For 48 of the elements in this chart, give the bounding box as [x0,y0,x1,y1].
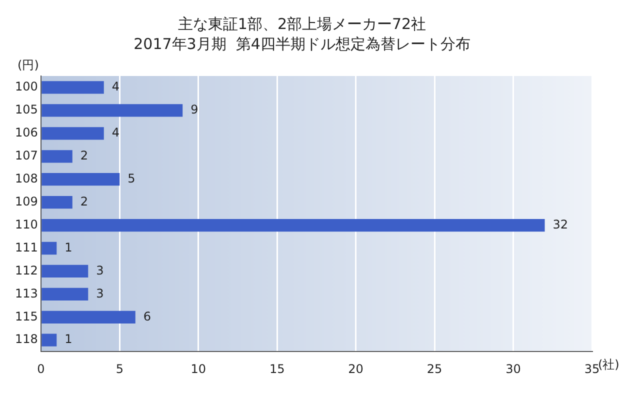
data-label: 9 [190,102,198,117]
data-label: 4 [112,80,120,94]
y-axis-title: (円) [18,58,39,72]
y-tick-label: 106 [15,126,38,140]
bar [42,150,72,163]
bar [42,310,136,324]
x-tick-label: 5 [116,362,124,376]
y-tick-label: 118 [15,332,38,346]
y-tick-label: 105 [15,102,38,117]
bar [42,173,120,186]
chart-subtitle: 2017年3月期 第4四半期ドル想定為替レート分布 [134,34,470,53]
bar [42,218,545,232]
x-tick-label: 15 [269,362,285,376]
bar [42,81,104,94]
y-tick-label: 109 [15,194,38,208]
y-tick-label: 113 [15,286,38,300]
data-label: 32 [552,217,568,232]
x-tick-label: 20 [348,362,364,376]
data-label: 1 [64,240,72,254]
y-tick-label: 110 [15,217,38,232]
bar [42,264,88,278]
y-tick-label: 112 [15,263,38,278]
x-tick-label: 30 [506,362,521,376]
bar [42,242,57,255]
data-label: 2 [80,194,88,208]
y-tick-label: 108 [15,171,38,186]
bar [42,127,104,140]
y-tick-label: 115 [15,309,38,324]
chart-title: 主な東証1部、2部上場メーカー72社 [178,14,426,33]
data-label: 1 [64,332,72,346]
y-tick-label: 100 [15,80,38,94]
bar [42,104,183,117]
data-label: 3 [96,263,104,278]
x-tick-label: 35 [584,362,600,376]
data-label: 5 [128,171,136,186]
x-tick-label: 25 [426,362,442,376]
data-label: 6 [143,309,152,324]
x-tick-label: 10 [190,362,206,376]
bar [42,288,88,300]
data-label: 4 [112,126,120,140]
x-axis-title: (社) [598,358,620,372]
data-label: 3 [96,286,104,300]
bar [42,196,72,209]
data-label: 2 [80,148,88,163]
y-tick-label: 107 [15,148,38,163]
y-tick-label: 111 [15,240,38,254]
bar [42,334,57,346]
x-tick-label: 0 [37,362,45,376]
